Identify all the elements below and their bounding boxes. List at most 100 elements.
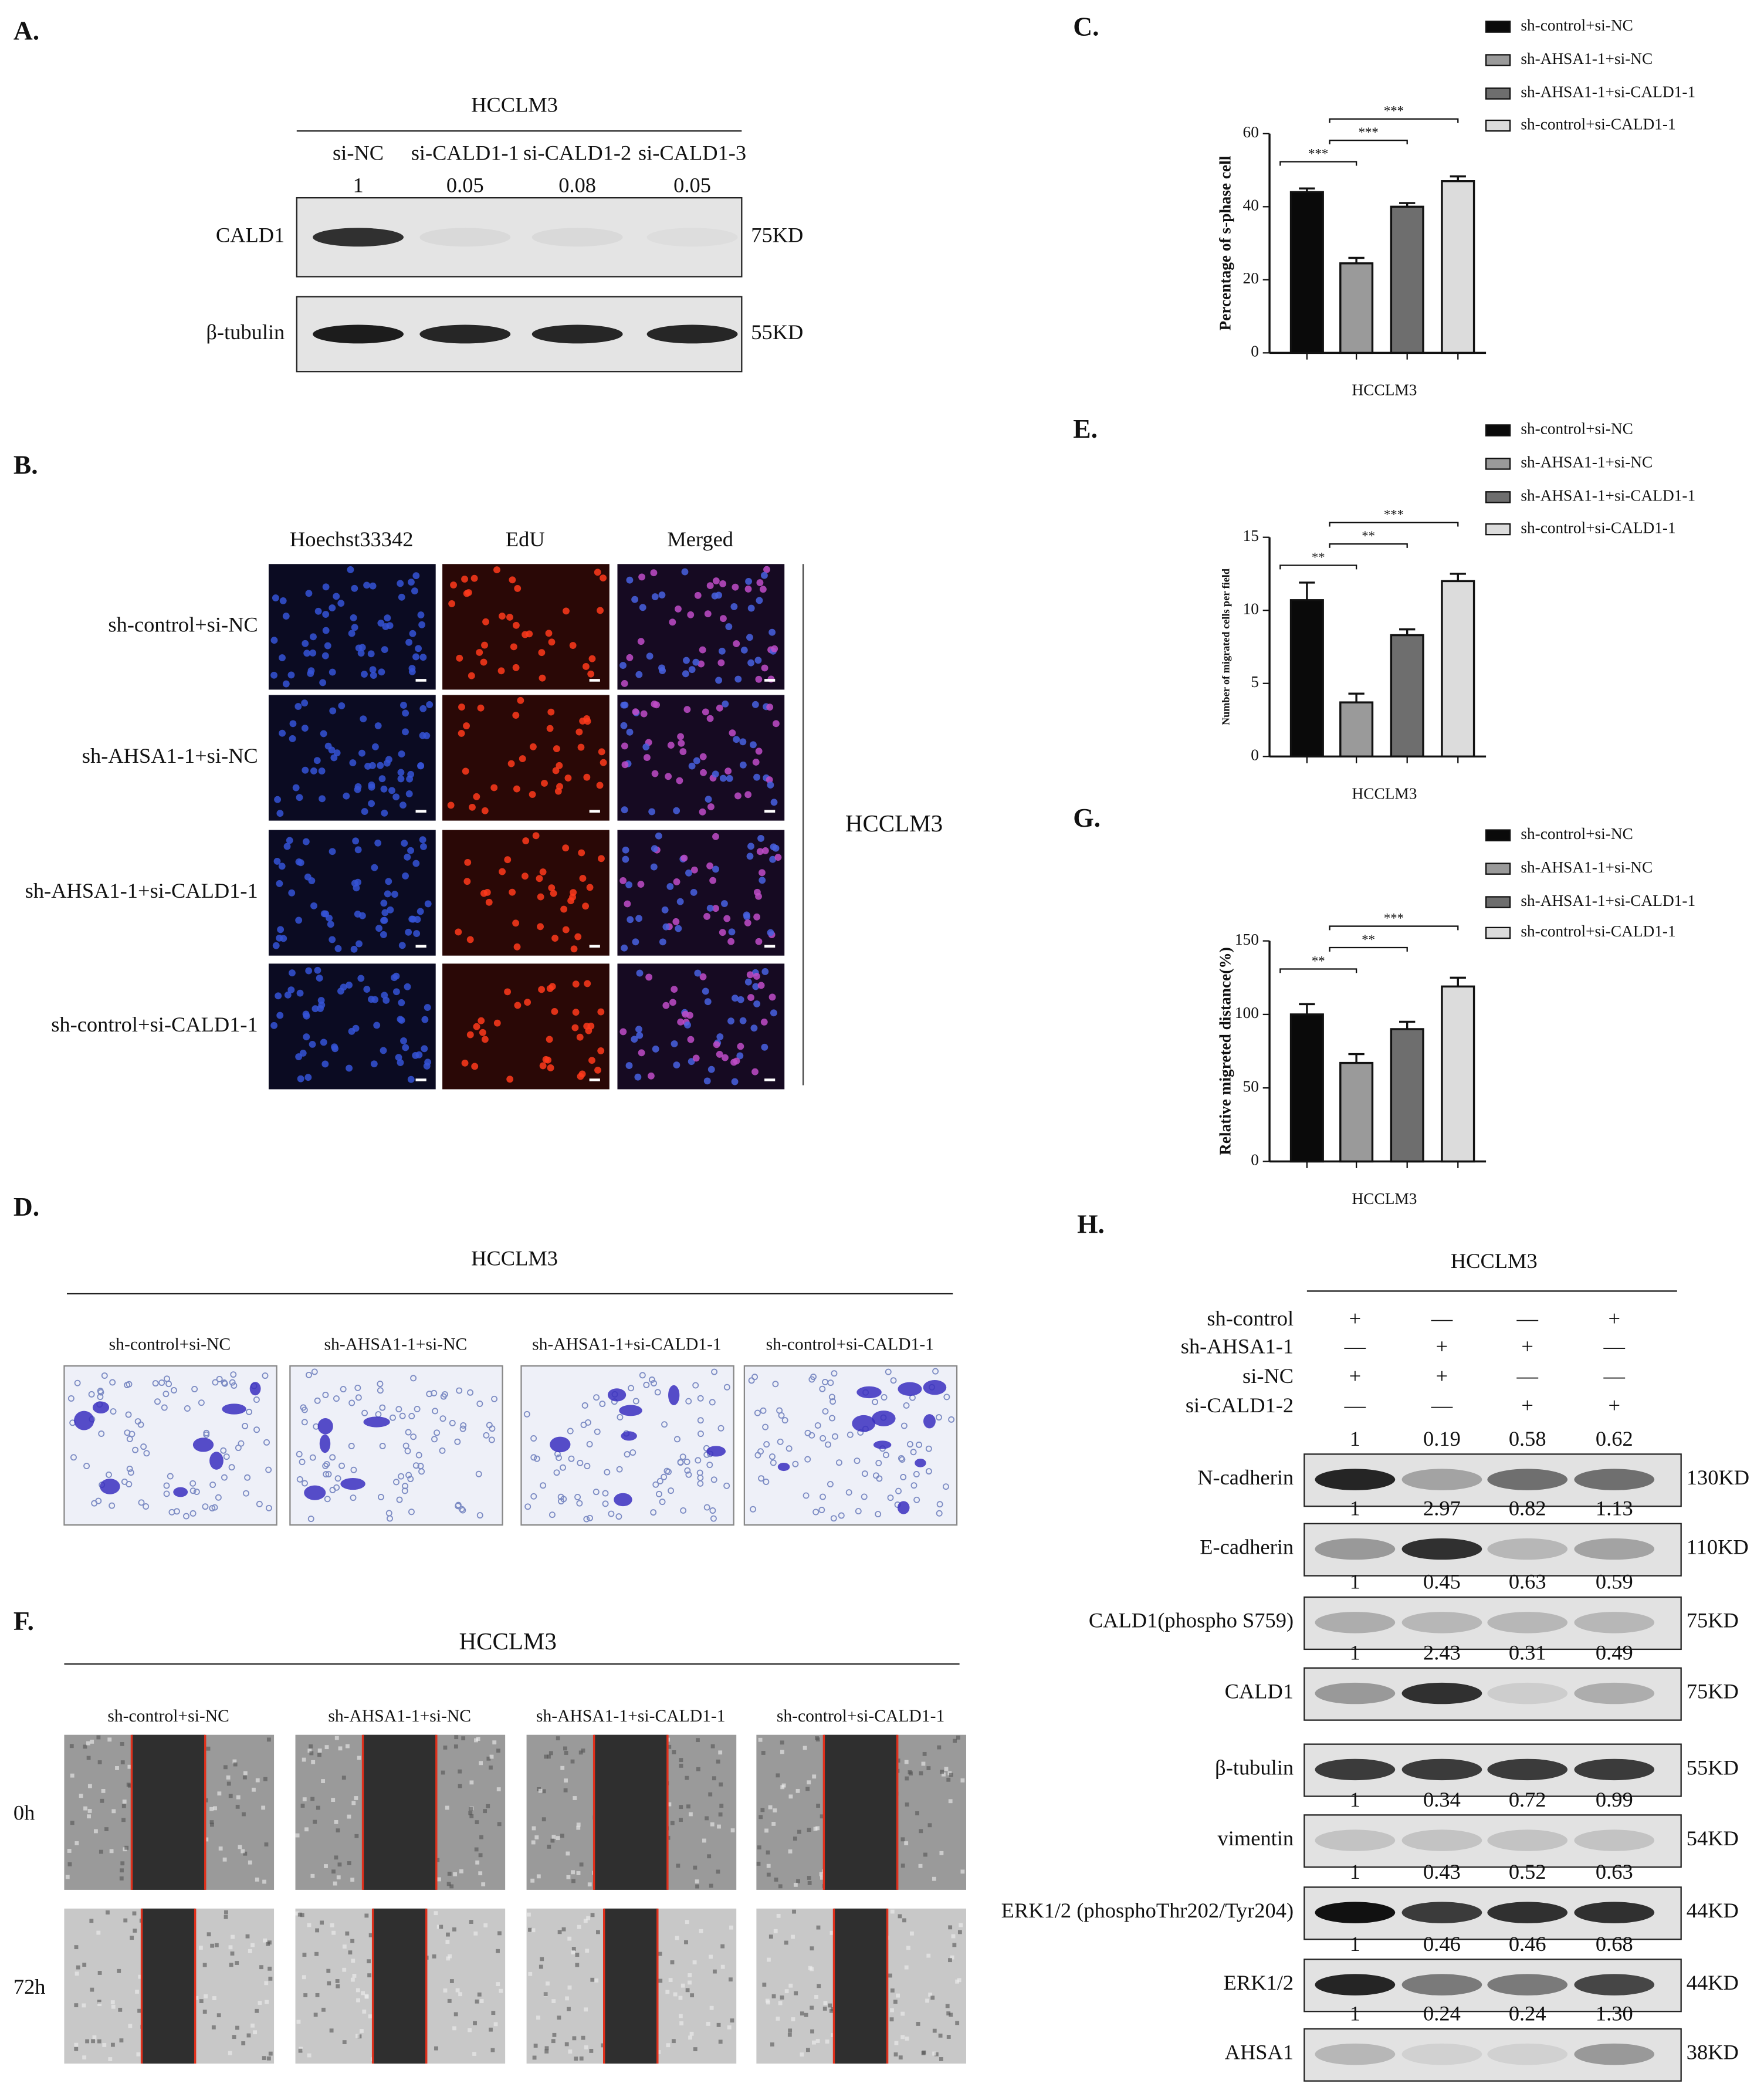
nucleus	[721, 900, 728, 907]
texture	[685, 1775, 689, 1780]
pore	[882, 1452, 889, 1459]
texture	[264, 1842, 269, 1846]
band	[1487, 1612, 1568, 1633]
nucleus	[636, 1031, 644, 1039]
nucleus	[754, 657, 762, 664]
nucleus	[712, 770, 719, 778]
cell	[873, 1440, 892, 1449]
pore	[299, 1459, 306, 1466]
texture	[564, 2042, 569, 2047]
ratio: 0.49	[1596, 1641, 1633, 1664]
texture	[829, 2008, 834, 2013]
texture	[552, 2032, 557, 2037]
pore	[899, 1456, 906, 1463]
nucleus	[597, 607, 604, 614]
texture	[223, 1765, 228, 1770]
pore	[244, 1474, 251, 1481]
nucleus	[768, 993, 776, 1001]
bar	[1390, 1028, 1424, 1163]
ratio: 0.24	[1423, 2001, 1461, 2025]
texture	[900, 2011, 905, 2016]
group-label: sh-AHSA1-1+si-CALD1-1	[532, 1335, 722, 1354]
band	[1401, 1974, 1482, 1995]
texture	[538, 1788, 543, 1793]
pore	[650, 1509, 657, 1516]
row-label: sh-control+si-NC	[108, 613, 258, 637]
nucleus	[357, 650, 365, 657]
texture	[226, 1781, 231, 1786]
nucleus	[338, 702, 346, 709]
texture	[342, 2040, 347, 2044]
texture	[348, 1950, 353, 1955]
pore	[405, 1429, 412, 1436]
texture	[432, 1954, 436, 1959]
nucleus	[524, 999, 531, 1006]
treatment-mark: —	[1431, 1394, 1453, 1417]
nucleus	[747, 604, 755, 612]
blot-name: ERK1/2	[1224, 1971, 1294, 1994]
texture	[666, 2043, 671, 2048]
texture	[127, 1783, 132, 1788]
texture	[321, 1779, 326, 1783]
panel-label: B.	[13, 450, 38, 480]
texture	[766, 1872, 771, 1877]
significance-bracket	[1329, 118, 1459, 123]
nucleus	[688, 666, 696, 674]
nucleus	[619, 662, 627, 669]
pore	[540, 1482, 547, 1489]
texture	[551, 1835, 556, 1839]
nucleus	[747, 659, 754, 667]
error-bar	[1348, 692, 1365, 703]
nucleus	[659, 938, 666, 946]
significance-label: ***	[1384, 507, 1404, 522]
texture	[900, 1863, 905, 1868]
texture	[709, 1883, 713, 1888]
texture	[135, 1990, 139, 1994]
nucleus	[407, 847, 414, 854]
texture	[210, 1943, 215, 1948]
pore	[322, 1462, 329, 1469]
pore	[576, 1500, 583, 1507]
pore	[410, 1375, 417, 1382]
pore	[533, 1455, 540, 1462]
nucleus	[312, 1005, 319, 1013]
texture	[773, 1929, 778, 1933]
pore	[209, 1482, 216, 1489]
nucleus	[303, 1033, 310, 1041]
pore	[253, 1396, 260, 1403]
significance-label: **	[1362, 932, 1375, 947]
nucleus	[310, 902, 317, 909]
ratio: 0.63	[1509, 1570, 1546, 1594]
nucleus	[479, 1029, 486, 1036]
texture	[900, 1837, 905, 1842]
nucleus	[770, 799, 778, 806]
texture	[780, 1740, 784, 1745]
pore	[697, 1417, 704, 1424]
texture	[479, 1761, 483, 1765]
texture	[82, 1963, 87, 1967]
pore	[616, 1466, 623, 1473]
texture	[83, 1806, 87, 1811]
band	[1574, 1682, 1655, 1704]
texture	[719, 1804, 724, 1808]
texture	[784, 1940, 788, 1945]
pore	[763, 1479, 770, 1485]
pore	[296, 1476, 303, 1483]
band	[1315, 2043, 1396, 2065]
nucleus	[685, 869, 692, 877]
texture	[807, 1828, 811, 1832]
nucleus	[770, 1009, 777, 1017]
texture	[262, 1879, 266, 1884]
pore	[861, 1493, 868, 1500]
bar	[1339, 262, 1374, 354]
nucleus	[380, 931, 387, 938]
pore	[890, 1377, 897, 1384]
nucleus	[357, 975, 365, 982]
pore	[460, 1422, 467, 1429]
pore	[913, 1496, 920, 1503]
treatment-mark: +	[1436, 1335, 1448, 1358]
cell-line: HCCLM3	[471, 1246, 558, 1270]
nucleus	[369, 582, 377, 590]
micrograph	[442, 830, 610, 956]
nucleus	[726, 774, 733, 782]
